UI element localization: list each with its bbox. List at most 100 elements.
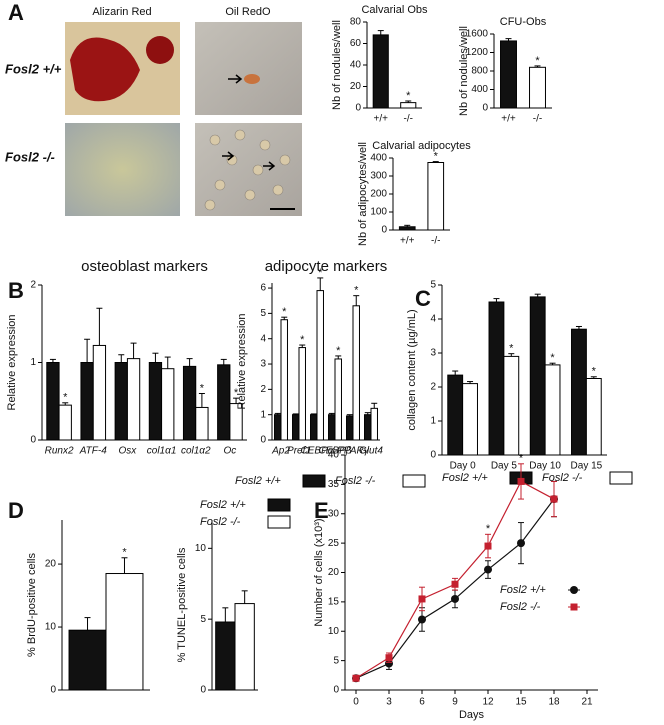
bar <box>571 328 587 456</box>
image-row-label: Fosl2 -/- <box>5 149 55 164</box>
y-tick-label: 0 <box>30 435 36 446</box>
x-tick-label: -/- <box>404 114 413 125</box>
significance-mark: * <box>509 343 514 355</box>
cells <box>204 129 291 211</box>
bar <box>215 621 236 691</box>
y-tick-label: 5 <box>200 614 206 625</box>
x-tick-label: Osx <box>119 446 138 457</box>
bar <box>92 344 107 441</box>
y-tick-label: 0 <box>333 685 339 696</box>
bar <box>161 368 175 441</box>
bar <box>364 414 372 441</box>
significance-mark: * <box>519 453 524 465</box>
micrographs: Alizarin Red Oil RedO Fosl2 +/+ Fosl2 -/… <box>5 6 302 216</box>
legend-label: Fosl2 +/+ <box>442 472 488 484</box>
bar <box>352 305 360 441</box>
bar <box>328 414 336 441</box>
y-axis-label: collagen content (µg/mL) <box>406 309 418 430</box>
bar <box>462 383 478 456</box>
bar <box>58 404 72 441</box>
bar <box>544 364 561 456</box>
y-axis-label: % TUNEL-positive cells <box>176 547 188 662</box>
image-column-label: Oil RedO <box>225 6 271 18</box>
bar <box>310 414 318 441</box>
bar <box>447 374 464 456</box>
marker <box>517 477 525 485</box>
panel-label: A <box>8 0 24 25</box>
y-tick-label: 2 <box>430 382 436 393</box>
bar <box>280 319 288 441</box>
bar <box>400 102 417 109</box>
y-tick-label: 0 <box>200 685 206 696</box>
y-tick-label: 80 <box>350 17 362 28</box>
y-tick-label: 4 <box>260 333 266 344</box>
bar <box>182 365 197 441</box>
significance-mark: * <box>354 285 359 297</box>
x-tick-label: col1α1 <box>147 446 177 457</box>
y-axis-label: Nb of nodules/well <box>458 26 470 116</box>
legend-label: Fosl2 +/+ <box>235 475 281 487</box>
y-axis-label: Number of cells (x10³) <box>313 518 325 626</box>
y-axis-label: Relative expression <box>236 314 248 410</box>
x-tick-label: Day 15 <box>571 461 603 472</box>
bar <box>500 40 517 109</box>
x-tick-label: -/- <box>431 236 440 247</box>
marker <box>418 615 426 624</box>
bar <box>234 603 255 691</box>
significance-mark: * <box>434 151 439 163</box>
y-tick-label: 25 <box>328 538 340 549</box>
x-tick-label: 12 <box>482 697 494 708</box>
marker <box>451 580 459 588</box>
x-tick-label: Pref1 <box>287 446 311 457</box>
bar <box>529 296 546 456</box>
y-tick-label: 0 <box>355 103 361 114</box>
panel-label: B <box>8 278 24 303</box>
bar <box>298 347 306 441</box>
bar <box>503 355 520 456</box>
y-tick-label: 100 <box>370 207 387 218</box>
chart-title: Calvarial adipocytes <box>372 140 471 152</box>
bar <box>427 162 445 231</box>
y-tick-label: 0 <box>482 103 488 114</box>
significance-mark: * <box>122 547 127 559</box>
x-tick-label: 15 <box>515 697 527 708</box>
y-tick-label: 0 <box>381 225 387 236</box>
marker <box>550 495 558 503</box>
y-tick-label: 1200 <box>466 47 489 58</box>
y-tick-label: 1 <box>30 357 36 368</box>
y-tick-label: 20 <box>45 559 57 570</box>
bar <box>292 414 300 441</box>
y-tick-label: 200 <box>370 189 387 200</box>
significance-mark: * <box>535 55 540 67</box>
y-tick-label: 1 <box>260 409 266 420</box>
y-tick-label: 15 <box>328 597 340 608</box>
image <box>65 123 180 216</box>
legend-label: Fosl2 -/- <box>335 475 376 487</box>
y-axis-label: Nb of nodules/well <box>331 20 343 110</box>
bar <box>585 378 602 456</box>
y-tick-label: 3 <box>260 359 266 370</box>
y-tick-label: 30 <box>328 508 340 519</box>
x-tick-label: Oc <box>224 446 237 457</box>
marker <box>517 539 525 548</box>
x-tick-label: Runx2 <box>45 446 74 457</box>
y-tick-label: 1 <box>430 416 436 427</box>
y-tick-label: 300 <box>370 171 387 182</box>
x-tick-label: +/+ <box>374 114 389 125</box>
stain <box>70 37 140 102</box>
significance-mark: * <box>300 334 305 346</box>
significance-mark: * <box>592 366 597 378</box>
y-tick-label: 5 <box>430 280 436 291</box>
marker <box>451 594 459 603</box>
y-tick-label: 40 <box>350 60 362 71</box>
significance-mark: * <box>318 267 323 279</box>
y-tick-label: 20 <box>350 81 362 92</box>
x-tick-label: Ap2 <box>271 446 290 457</box>
x-tick-label: ATF-4 <box>79 446 107 457</box>
x-tick-label: 3 <box>386 697 392 708</box>
stain <box>244 74 260 84</box>
bar <box>148 362 163 441</box>
arrow <box>228 74 243 84</box>
x-tick-label: CEBPβ <box>319 446 352 457</box>
bar <box>114 362 128 441</box>
